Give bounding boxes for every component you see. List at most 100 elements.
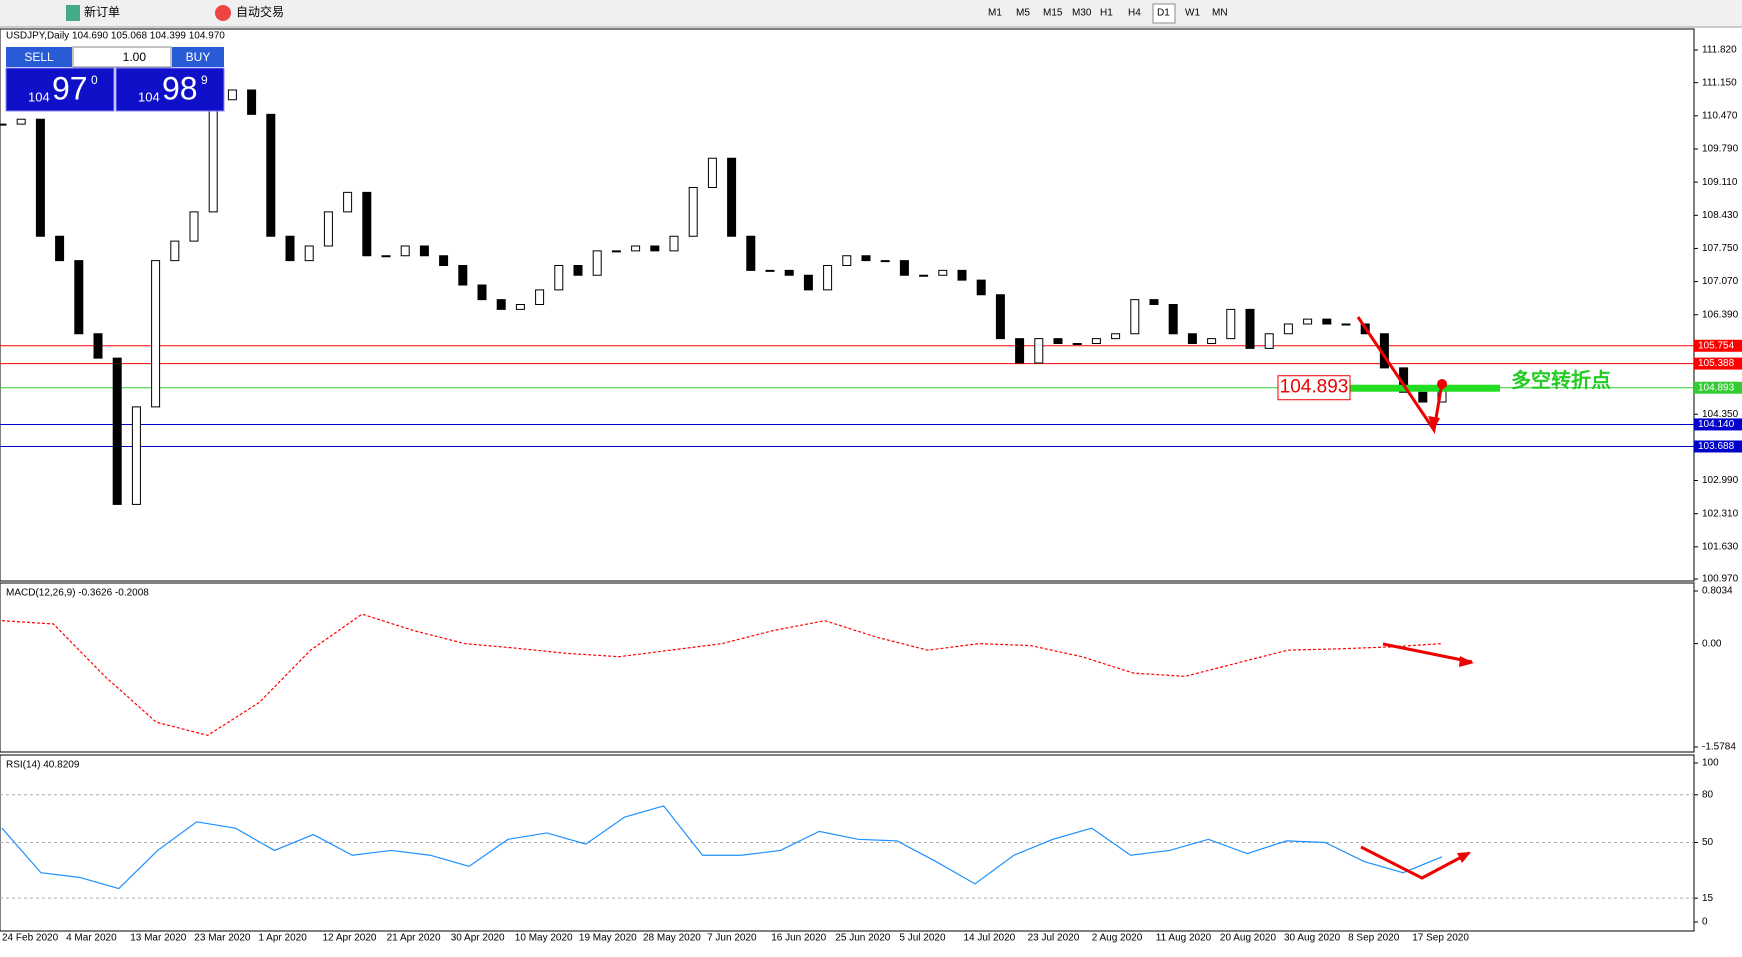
bid-box[interactable] (5, 67, 115, 112)
y-tick-label: 106.390 (1702, 309, 1739, 320)
candle (592, 250, 602, 276)
y-tick-label: 100 (1702, 758, 1719, 769)
candle (362, 191, 372, 257)
y-tick-label: 107.750 (1702, 243, 1739, 254)
candle (266, 113, 276, 237)
candle (343, 191, 353, 213)
candle (1111, 333, 1121, 340)
ask-main: 98 (162, 70, 198, 106)
sell-button[interactable] (6, 47, 72, 67)
timeframe-button[interactable]: M15 (1043, 8, 1063, 19)
chart-title: USDJPY,Daily 104.690 105.068 104.399 104… (6, 31, 225, 42)
x-tick-label: 5 Jul 2020 (899, 933, 946, 944)
candle (957, 269, 967, 281)
candle (189, 211, 199, 242)
candle (496, 299, 506, 310)
timeframe-button[interactable]: H4 (1128, 8, 1141, 19)
candle (919, 274, 929, 277)
new-order-button[interactable]: 新订单 (84, 4, 120, 19)
candle (611, 250, 621, 253)
timeframe-button[interactable]: M5 (1016, 8, 1030, 19)
candle (227, 89, 237, 101)
level-label: 105.754 (1698, 340, 1735, 351)
level-tag (1694, 440, 1742, 453)
arrow-head (1457, 852, 1471, 863)
auto-trading-button[interactable]: 自动交易 (236, 4, 284, 19)
candle (1303, 318, 1313, 325)
candle (842, 255, 852, 267)
toolbar (0, 0, 1742, 27)
candle (707, 157, 717, 188)
y-tick-label: 80 (1702, 789, 1714, 800)
lots-input[interactable] (72, 46, 172, 68)
x-tick-label: 12 Apr 2020 (323, 933, 377, 944)
x-tick-label: 11 Aug 2020 (1156, 933, 1212, 944)
ask-box[interactable] (115, 67, 225, 112)
plots: 111.820 111.150 110.470 109.790 109.110 108.4… (0, 45, 1742, 944)
annotation-box (1277, 375, 1351, 401)
candle (976, 279, 986, 296)
new-order-icon[interactable] (66, 5, 80, 21)
x-tick-label: 19 May 2020 (579, 933, 637, 944)
level-tag (1694, 381, 1742, 394)
y-tick-label: 100.970 (1702, 574, 1739, 585)
candle (554, 265, 564, 291)
candle (247, 89, 257, 115)
candle (1418, 391, 1428, 403)
candle (1072, 343, 1082, 346)
candle (784, 269, 794, 276)
x-tick-label: 23 Jul 2020 (1028, 933, 1080, 944)
y-tick-label: 102.990 (1702, 475, 1739, 486)
y-tick-label: -1.5784 (1702, 742, 1736, 753)
lots-value[interactable]: 1.00 (123, 50, 147, 64)
x-tick-label: 23 Mar 2020 (194, 933, 251, 944)
auto-trading-icon[interactable] (215, 5, 231, 21)
level-tag (1694, 418, 1742, 431)
macd-title: MACD(12,26,9) -0.3626 -0.2008 (6, 588, 149, 599)
candle (208, 99, 218, 213)
candle (74, 260, 84, 335)
x-tick-label: 8 Sep 2020 (1348, 933, 1400, 944)
y-tick-label: 0.00 (1702, 638, 1722, 649)
timeframe-button[interactable]: M30 (1072, 8, 1092, 19)
candle (93, 333, 103, 359)
candle (899, 260, 909, 276)
ask-big: 104 (138, 89, 160, 104)
candle (803, 274, 813, 291)
y-tick-label: 109.790 (1702, 144, 1739, 155)
annotation-text: 多空转折点 (1511, 368, 1611, 392)
y-tick-label: 108.430 (1702, 210, 1739, 221)
candle (1207, 338, 1217, 345)
buy-label[interactable]: BUY (186, 50, 211, 64)
level-tag (1694, 339, 1742, 352)
candle (1341, 323, 1351, 326)
timeframe-button[interactable]: D1 (1157, 8, 1170, 19)
candle (727, 157, 737, 237)
candle (0, 123, 7, 126)
rsi-arrow (1360, 845, 1470, 880)
y-tick-label: 0.8034 (1702, 586, 1733, 597)
candle (1322, 318, 1332, 325)
y-tick-label: 111.150 (1702, 77, 1737, 88)
timeframe-button[interactable]: MN (1212, 8, 1228, 19)
timeframe-button[interactable]: W1 (1185, 8, 1200, 19)
y-tick-label: 109.110 (1702, 177, 1738, 188)
buy-button[interactable] (172, 47, 224, 67)
sell-label[interactable]: SELL (24, 50, 54, 64)
x-tick-label: 10 May 2020 (515, 933, 573, 944)
candle (1130, 299, 1140, 335)
candle (515, 304, 525, 310)
y-tick-label: 101.630 (1702, 541, 1739, 552)
candle (112, 357, 122, 505)
timeframe-button[interactable]: M1 (988, 8, 1002, 19)
level-label: 104.140 (1698, 419, 1735, 430)
x-tick-label: 7 Jun 2020 (707, 933, 757, 944)
x-tick-label: 30 Apr 2020 (451, 933, 505, 944)
x-tick-label: 17 Sep 2020 (1412, 933, 1469, 944)
candle (765, 269, 775, 272)
indicator-line (1, 805, 1443, 890)
timeframe-button[interactable]: H1 (1100, 8, 1113, 19)
arrow-head (1459, 656, 1474, 667)
candle (477, 284, 487, 301)
